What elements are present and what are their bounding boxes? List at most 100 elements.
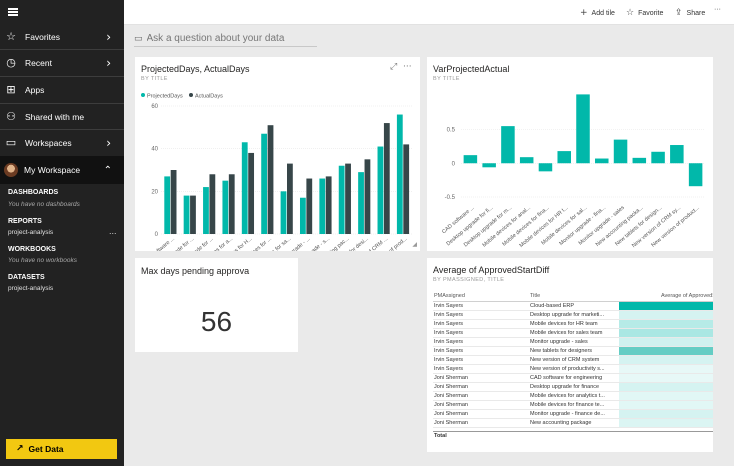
cell-title: New version of CRM system — [529, 355, 619, 365]
my-workspace-header[interactable]: My Workspace ⌃ — [0, 156, 124, 184]
favorite-button[interactable]: ☆ Favorite — [626, 8, 663, 18]
bar-projected[interactable] — [377, 146, 384, 234]
bar-actual[interactable] — [209, 174, 216, 234]
tile-projected-actual-days[interactable]: ProjectedDays, ActualDays BY TITLE ⤢ ···… — [135, 57, 420, 251]
tile-approved-start-diff[interactable]: Average of ApprovedStartDiff BY PMASSIGN… — [427, 258, 713, 452]
bar-variance[interactable] — [482, 163, 496, 168]
bar-variance[interactable] — [463, 155, 478, 164]
cell-average: 6.00 — [619, 418, 713, 428]
bar-actual[interactable] — [190, 195, 196, 234]
bar-actual[interactable] — [287, 163, 293, 234]
bar-actual[interactable] — [170, 170, 177, 234]
cell-title: Desktop upgrade for finance — [529, 382, 619, 392]
cell-title: Mobile devices for sales team — [529, 328, 619, 338]
bar-variance[interactable] — [595, 158, 609, 164]
bar-projected[interactable] — [319, 178, 326, 234]
add-tile-button[interactable]: + Add tile — [580, 8, 615, 18]
bar-projected[interactable] — [222, 180, 229, 234]
bar-projected[interactable] — [183, 195, 190, 234]
bar-actual[interactable] — [228, 174, 235, 234]
bar-variance[interactable] — [519, 157, 534, 164]
bar-projected[interactable] — [396, 114, 403, 234]
share-button[interactable]: ⇪ Share — [675, 8, 705, 18]
bar-projected[interactable] — [358, 172, 364, 234]
reports-heading[interactable]: REPORTS — [8, 218, 42, 225]
bar-projected[interactable] — [338, 165, 345, 234]
report-more-options[interactable]: ... — [109, 226, 117, 236]
qna-input[interactable] — [146, 33, 317, 44]
bar-variance[interactable] — [670, 145, 684, 164]
table-row[interactable]: Irvin Sayers New version of productivity … — [433, 364, 713, 374]
bar-projected[interactable] — [164, 176, 171, 234]
nav-favorites[interactable]: ☆ Favorites › — [0, 23, 124, 50]
bar-variance[interactable] — [632, 157, 647, 164]
qna-box[interactable]: ▭ — [134, 31, 317, 47]
bar-variance[interactable] — [501, 126, 515, 164]
bar-actual[interactable] — [345, 163, 351, 234]
bar-variance[interactable] — [688, 163, 703, 187]
tile-var-projected-actual[interactable]: VarProjectedActual BY TITLE -0.5 0 0.5 CAD … — [427, 57, 713, 251]
chevron-right-icon: › — [106, 55, 111, 70]
clock-icon: ◷ — [6, 55, 16, 69]
nav-recent[interactable]: ◷ Recent › — [0, 49, 124, 76]
cell-average: 5.00 — [619, 400, 713, 410]
cell-title: Monitor upgrade - sales — [529, 337, 619, 347]
tile-title: Average of ApprovedStartDiff — [433, 265, 550, 275]
report-item-project-analysis[interactable]: project-analysis — [8, 229, 54, 236]
bar-actual[interactable] — [306, 178, 313, 234]
table-row[interactable]: Joni Sherman Mobile devices for analytics… — [433, 391, 713, 401]
bar-projected[interactable] — [261, 133, 268, 234]
bar-actual[interactable] — [248, 152, 255, 234]
nav-apps[interactable]: ⊞ Apps — [0, 76, 124, 103]
table-row[interactable]: Irvin Sayers Mobile devices for sales tea… — [433, 328, 713, 338]
tile-more-options-icon[interactable]: ··· — [403, 62, 412, 72]
column-header-title[interactable]: Title — [529, 292, 619, 302]
column-header-average[interactable]: Average of ApprovedStartDiff — [619, 292, 713, 302]
focus-mode-icon[interactable]: ⤢ — [390, 62, 398, 72]
nav-workspaces[interactable]: ▭ Workspaces › — [0, 129, 124, 156]
bar-variance[interactable] — [651, 151, 665, 164]
bar-actual[interactable] — [383, 123, 390, 234]
more-options-button[interactable]: ··· — [714, 6, 721, 13]
bar-variance[interactable] — [613, 139, 628, 164]
dashboards-heading[interactable]: DASHBOARDS — [8, 189, 59, 196]
hamburger-menu-icon[interactable] — [8, 8, 18, 16]
workbooks-heading[interactable]: WORKBOOKS — [8, 246, 56, 253]
bar-actual[interactable] — [403, 144, 410, 234]
chat-bubble-icon: ▭ — [134, 33, 143, 44]
cell-average: 7.00 — [619, 382, 713, 392]
divider — [0, 49, 124, 50]
tile-max-days-pending[interactable]: Max days pending approva 56 — [135, 258, 298, 352]
bar-actual[interactable] — [267, 125, 274, 234]
table-row[interactable]: Joni Sherman Monitor upgrade - finance de… — [433, 409, 713, 419]
bar-projected[interactable] — [280, 191, 287, 234]
cell-average: 7.00 — [619, 310, 713, 320]
nav-shared-with-me[interactable]: ⚇ Shared with me — [0, 103, 124, 130]
table-row[interactable]: Joni Sherman Mobile devices for finance t… — [433, 400, 713, 410]
dataset-item-project-analysis[interactable]: project-analysis — [8, 285, 54, 292]
bar-actual[interactable] — [364, 159, 371, 234]
bar-projected[interactable] — [203, 187, 209, 234]
y-tick-label: -0.5 — [445, 195, 456, 201]
datasets-heading[interactable]: DATASETS — [8, 274, 45, 281]
bar-variance[interactable] — [557, 151, 571, 164]
get-data-button[interactable]: ↗ Get Data — [6, 439, 117, 459]
bar-variance[interactable] — [576, 94, 590, 164]
nav-recent-label: Recent — [25, 57, 52, 68]
bar-projected[interactable] — [241, 142, 248, 234]
table-row[interactable]: Joni Sherman CAD software for engineering… — [433, 373, 713, 383]
column-header-pmassigned[interactable]: PMAssigned — [433, 292, 529, 302]
bar-actual[interactable] — [325, 176, 332, 234]
bar-variance[interactable] — [538, 163, 553, 172]
resize-handle-icon[interactable]: ◢ — [412, 241, 417, 248]
table-row[interactable]: Irvin Sayers Desktop upgrade for marketi.… — [433, 310, 713, 320]
bar-projected[interactable] — [299, 197, 306, 234]
